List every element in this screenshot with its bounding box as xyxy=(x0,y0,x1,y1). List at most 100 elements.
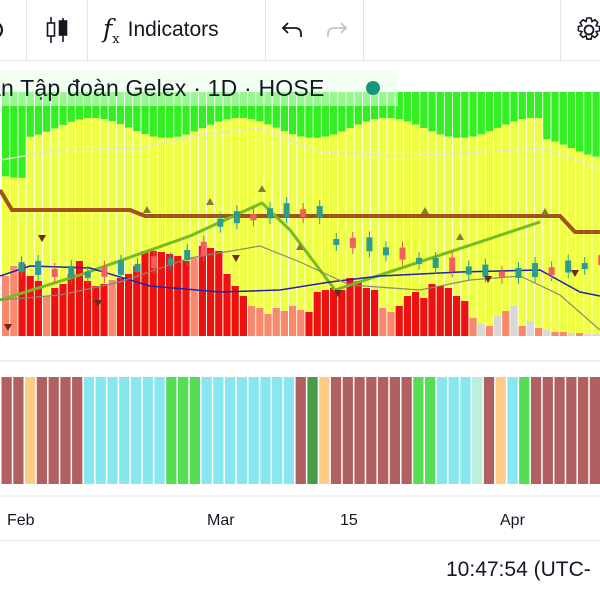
volume-bar xyxy=(404,296,411,336)
volume-bar xyxy=(174,256,181,336)
volume-bar xyxy=(396,306,403,336)
color-stripe xyxy=(260,377,270,484)
volume-bar xyxy=(264,314,271,336)
color-stripe xyxy=(154,377,164,484)
symbol-legend[interactable]: ân Tập đoàn Gelex · 1D · HOSE xyxy=(0,70,398,106)
chart-toolbar: fx Indicators xyxy=(0,0,600,61)
clock-timezone[interactable]: 10:47:54 (UTC- xyxy=(446,558,591,582)
color-stripe xyxy=(84,377,94,484)
volume-bar xyxy=(445,288,452,336)
candle-body xyxy=(416,258,422,264)
yellow-band-column xyxy=(494,128,501,336)
yellow-band-column xyxy=(297,137,304,336)
color-stripe xyxy=(390,377,400,484)
volume-bar xyxy=(92,286,99,336)
color-stripe xyxy=(531,377,541,484)
candle-body xyxy=(118,261,124,275)
symbol-search-icon[interactable] xyxy=(0,0,14,60)
volume-bar xyxy=(453,296,460,336)
green-band-column xyxy=(510,92,517,121)
volume-bar xyxy=(109,280,116,336)
color-stripe xyxy=(437,377,447,484)
color-stripe xyxy=(272,377,282,484)
time-label-feb: Feb xyxy=(7,512,35,530)
green-band-column xyxy=(420,92,427,128)
volume-bar xyxy=(551,332,558,336)
green-band-column xyxy=(404,92,411,122)
settings-gear-icon[interactable] xyxy=(572,0,600,60)
color-stripe xyxy=(213,377,223,484)
green-band-column xyxy=(494,92,501,128)
color-stripe xyxy=(590,377,600,484)
candle-body xyxy=(168,258,174,264)
candles-icon[interactable] xyxy=(36,0,78,60)
indicators-label: Indicators xyxy=(128,18,219,42)
volume-bar xyxy=(289,306,296,336)
volume-bar xyxy=(412,292,419,336)
green-band-column xyxy=(486,92,493,131)
color-stripe xyxy=(331,377,341,484)
candle-body xyxy=(350,238,356,248)
green-band-column xyxy=(551,92,558,142)
undo-icon[interactable] xyxy=(276,0,308,60)
color-stripe xyxy=(484,377,494,484)
color-stripe xyxy=(13,377,23,484)
toolbar-separator xyxy=(26,0,27,60)
candle-body xyxy=(300,209,306,217)
volume-bar xyxy=(510,306,517,336)
volume-bar xyxy=(355,281,362,336)
volume-bar xyxy=(314,292,321,336)
color-stripe xyxy=(578,377,588,484)
time-label-15: 15 xyxy=(340,512,358,530)
color-stripe xyxy=(119,377,129,484)
time-label-apr: Apr xyxy=(500,512,525,530)
yellow-band-column xyxy=(502,124,509,336)
yellow-band-column xyxy=(478,134,485,336)
green-band-column xyxy=(469,92,476,137)
volume-bar xyxy=(535,328,542,336)
candle-body xyxy=(52,269,58,277)
volume-bar xyxy=(322,290,329,336)
volume-bar xyxy=(387,312,394,336)
volume-bar xyxy=(494,316,501,336)
candle-body xyxy=(85,272,91,278)
color-stripe xyxy=(343,377,353,484)
volume-bar xyxy=(478,324,485,336)
volume-bar xyxy=(469,318,476,336)
volume-bar xyxy=(141,251,148,336)
volume-bar xyxy=(330,288,337,336)
volume-bar xyxy=(371,290,378,336)
candle-body xyxy=(333,239,339,245)
volume-bar xyxy=(215,251,222,336)
green-band-column xyxy=(519,92,526,119)
green-band-column xyxy=(592,92,599,157)
yellow-band-column xyxy=(543,139,550,336)
volume-bar xyxy=(461,301,468,336)
volume-bar xyxy=(519,326,526,336)
green-band-column xyxy=(478,92,485,134)
candle-body xyxy=(151,256,157,268)
volume-bar xyxy=(305,312,312,336)
candle-body xyxy=(482,265,488,277)
volume-bar xyxy=(27,276,34,336)
green-band-column xyxy=(428,92,435,131)
color-stripe xyxy=(307,377,317,484)
volume-bar xyxy=(158,252,165,336)
color-stripe xyxy=(190,377,200,484)
redo-icon[interactable] xyxy=(321,0,353,60)
yellow-band-column xyxy=(592,157,599,336)
yellow-band-column xyxy=(387,118,394,336)
color-stripe xyxy=(319,377,329,484)
volume-bar xyxy=(232,286,239,336)
volume-bar xyxy=(543,330,550,336)
yellow-band-column xyxy=(576,152,583,336)
indicators-button[interactable]: fx Indicators xyxy=(103,0,253,60)
toolbar-separator xyxy=(363,0,364,60)
candle-body xyxy=(515,268,521,278)
candle-body xyxy=(317,206,323,218)
color-stripe xyxy=(296,377,306,484)
price-chart[interactable] xyxy=(0,61,600,540)
volume-bar xyxy=(527,321,534,336)
toolbar-separator xyxy=(87,0,88,60)
green-band-column xyxy=(527,92,534,118)
